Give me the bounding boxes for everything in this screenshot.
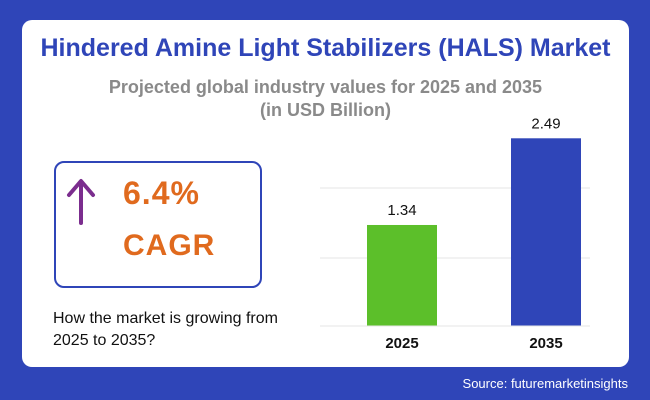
- page-subtitle: Projected global industry values for 202…: [22, 76, 629, 122]
- growth-question: How the market is growing from 2025 to 2…: [53, 310, 278, 349]
- bar-value-label: 1.34: [387, 202, 416, 219]
- subtitle-line-2: (in USD Billion): [260, 100, 391, 120]
- bar-chart: 1.34 2025 2.49 2035: [320, 115, 590, 352]
- bar-value-label: 2.49: [531, 115, 560, 132]
- cagr-value: 6.4%: [123, 175, 200, 211]
- bar-2025: [367, 224, 437, 326]
- page-title: Hindered Amine Light Stabilizers (HALS) …: [40, 34, 611, 62]
- source-note: Source: futuremarketinsights: [462, 376, 628, 391]
- x-tick-label: 2035: [529, 335, 562, 352]
- bar-2035: [511, 138, 581, 326]
- x-tick-label: 2025: [385, 335, 418, 352]
- cagr-label: CAGR: [123, 229, 216, 262]
- arrow-up-icon: [67, 179, 95, 225]
- subtitle-line-1: Projected global industry values for 202…: [108, 77, 543, 97]
- cagr-box: 6.4% CAGR: [54, 161, 262, 288]
